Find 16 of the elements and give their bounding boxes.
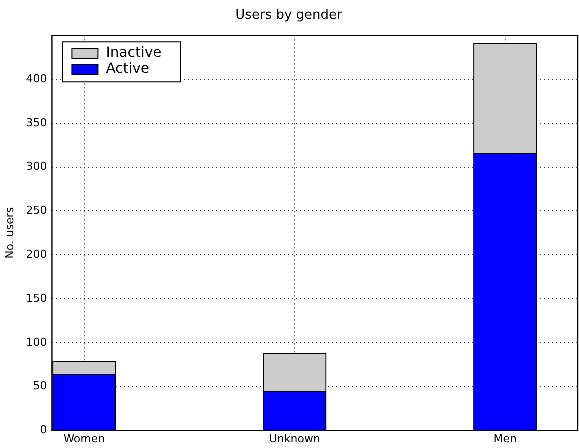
legend-label: Active xyxy=(106,61,150,78)
y-tick-label: 300 xyxy=(26,160,48,174)
y-tick-label: 350 xyxy=(26,116,48,130)
y-tick-label: 100 xyxy=(26,336,48,349)
chart-title: Users by gender xyxy=(236,8,343,24)
y-tick-label: 0 xyxy=(40,424,48,437)
x-tick-label: Unknown xyxy=(269,432,320,446)
y-tick-label: 150 xyxy=(26,292,48,305)
y-tick-label: 400 xyxy=(26,72,48,86)
y-axis-title: No. users xyxy=(3,207,16,259)
legend-label: Inactive xyxy=(106,45,162,62)
y-tick-label: 250 xyxy=(26,204,48,218)
x-tick-label: Women xyxy=(64,432,106,446)
y-tick-label: 200 xyxy=(26,248,48,262)
x-tick-label: Men xyxy=(494,432,518,446)
y-tick-label: 50 xyxy=(33,380,48,393)
